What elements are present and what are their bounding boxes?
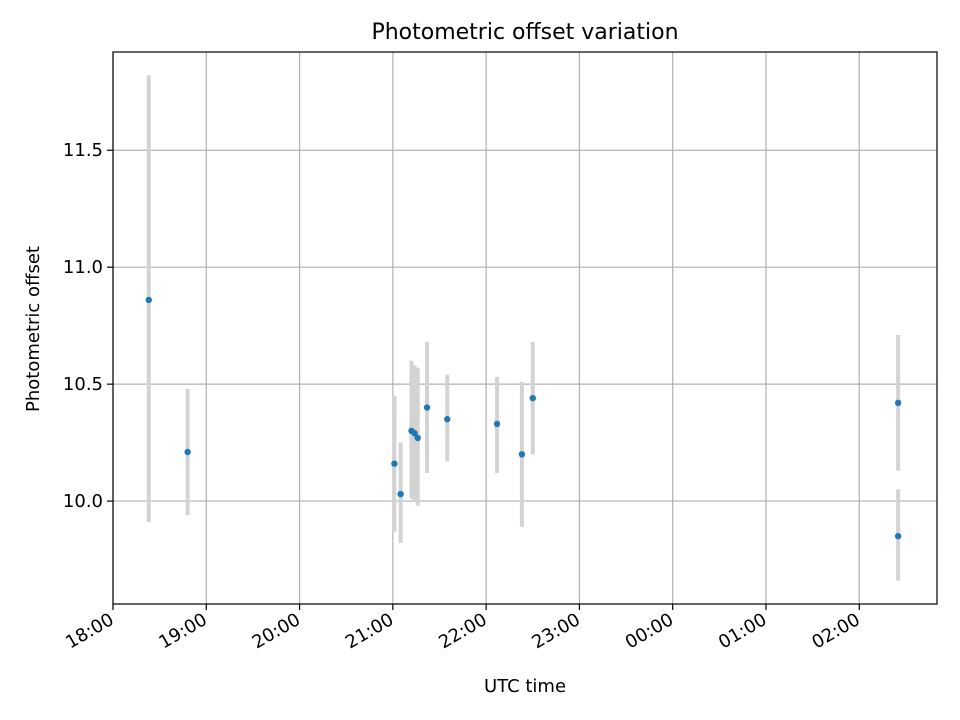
data-point [411,430,418,437]
data-point [184,448,191,456]
y-tick-label: 11.0 [63,257,103,278]
data-point [397,490,404,498]
y-tick-label: 11.5 [63,140,103,161]
data-point [145,296,152,304]
data-point [423,404,431,411]
grid-lines [112,52,937,604]
data-point [414,434,421,442]
data-point [518,451,526,458]
chart-title: Photometric offset variation [371,20,678,45]
y-axis-label: Photometric offset [23,246,44,412]
data-point [493,420,501,428]
data-point [391,460,398,467]
plot-frame [112,51,938,605]
data-point [444,416,451,423]
y-tick-label: 10.5 [63,374,103,395]
y-tick-label: 10.0 [63,491,103,512]
data-point [894,532,902,540]
data-point [529,394,536,402]
data-point-layer [145,296,902,540]
x-axis-label: UTC time [484,676,566,697]
y-axis-ticks: 10.0 10.5 11.0 11.5 [63,140,113,512]
data-point [894,399,902,407]
